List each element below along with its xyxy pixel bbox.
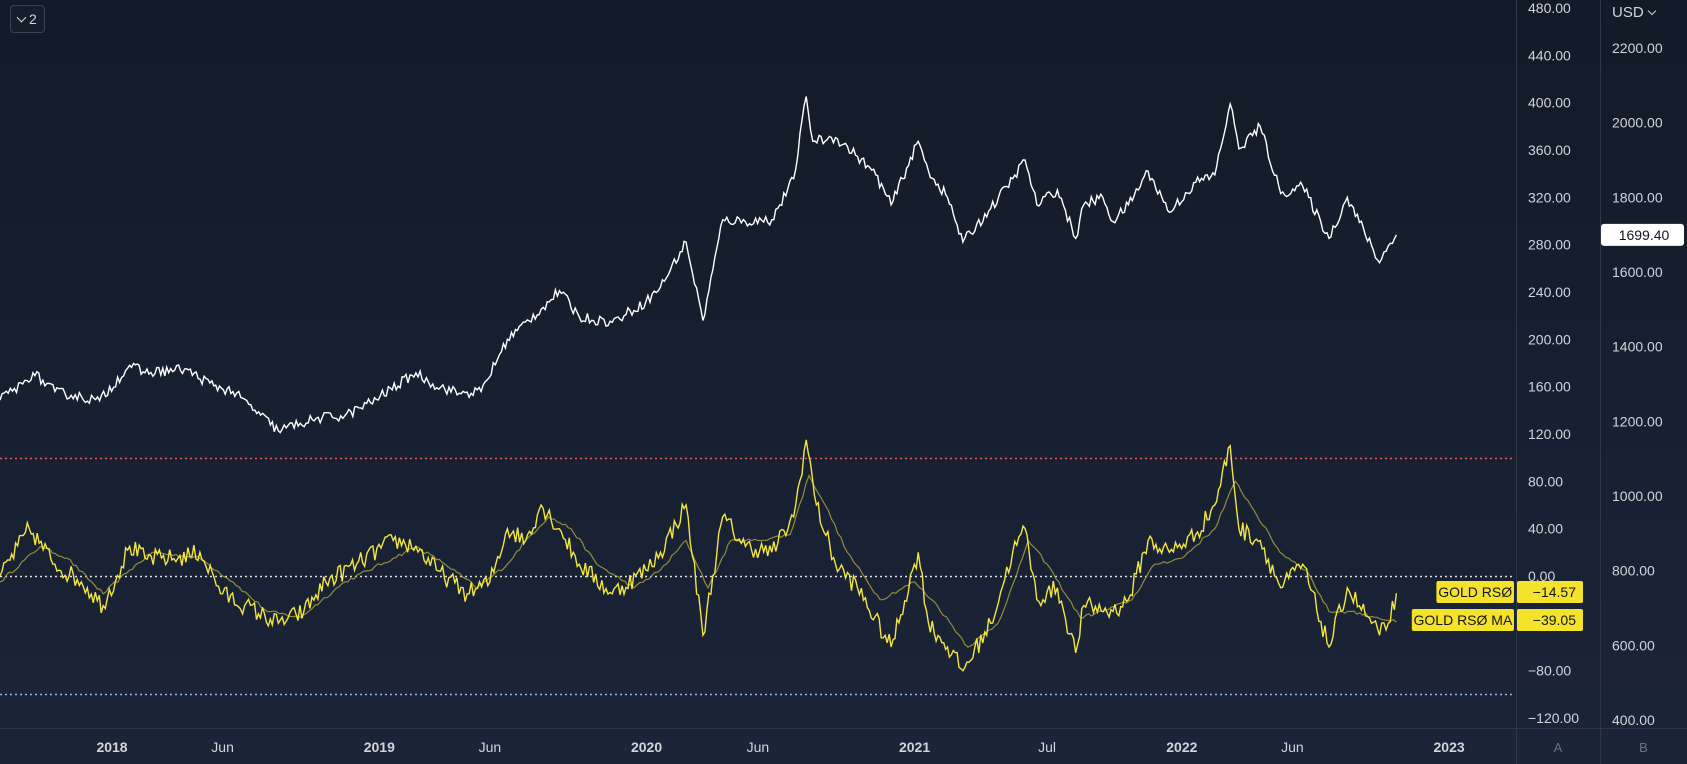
axis-b-tick-label: 1000.00 [1612,488,1663,504]
legend-count: 2 [29,11,37,27]
x-tick-label: 2021 [899,739,930,755]
rsi-ma-line [0,473,1397,648]
x-tick-label: Jun [479,739,502,755]
currency-label: USD [1612,4,1644,21]
rsi-line [0,439,1398,672]
rsi-value-label: −14.57 [1533,584,1576,600]
price-line [0,96,1398,434]
axis-a-tick-label: 80.00 [1528,473,1563,489]
axis-b-tick-label: 400.00 [1612,712,1655,728]
axis-b-tick-label: 1200.00 [1612,413,1663,429]
x-tick-label: 2020 [631,739,662,755]
rsi-ma-value-label: −39.05 [1533,612,1576,628]
axis-b-tick-label: 800.00 [1612,563,1655,579]
axis-b-tick-label: 1400.00 [1612,339,1663,355]
axis-a-tick-label: −80.00 [1528,663,1571,679]
axis-a-tick-label: 200.00 [1528,331,1571,347]
axis-a-tick-label: 160.00 [1528,379,1571,395]
axis-a-tick-label: 320.00 [1528,189,1571,205]
x-tick-label: 2023 [1434,739,1465,755]
axis-b-pane-label: B [1639,740,1648,755]
x-tick-label: 2018 [96,739,127,755]
x-tick-label: 2022 [1166,739,1197,755]
last-price-value: 1699.40 [1619,227,1670,243]
axis-a-tick-label: −120.00 [1528,710,1579,726]
currency-selector[interactable]: USD [1612,4,1656,21]
rsi-ma-value-badge [1517,609,1583,631]
x-tick-label: Jun [211,739,234,755]
axis-a-tick-label: 360.00 [1528,142,1571,158]
x-tick-label: Jun [747,739,770,755]
chevron-down-icon [16,12,27,22]
axis-a-tick-label: 120.00 [1528,426,1571,442]
legend-toggle-button[interactable]: 2 [10,5,45,33]
axis-b-tick-label: 600.00 [1612,637,1655,653]
axis-a-tick-label: 0.00 [1528,568,1555,584]
axis-a-tick-label: 240.00 [1528,284,1571,300]
last-price-badge [1601,223,1684,246]
rsi-ma-name-label: GOLD RSØ MA [1414,612,1513,628]
axis-a-tick-label: 40.00 [1528,521,1563,537]
rsi-name-badge [1436,581,1514,603]
rsi-ma-name-badge [1411,609,1514,631]
chevron-down-icon [1647,6,1656,15]
rsi-name-label: GOLD RSØ [1438,584,1512,600]
x-tick-label: Jul [1038,739,1056,755]
axis-b-tick-label: 1600.00 [1612,264,1663,280]
axis-a-tick-label: 280.00 [1528,237,1571,253]
axis-b-tick-label: 1800.00 [1612,189,1663,205]
axis-a-tick-label: 400.00 [1528,95,1571,111]
axis-a-tick-label: 440.00 [1528,47,1571,63]
axis-b-tick-label: 2000.00 [1612,115,1663,131]
x-tick-label: 2019 [364,739,395,755]
x-tick-label: Jun [1281,739,1304,755]
rsi-value-badge [1517,581,1583,603]
axis-a-tick-label: 480.00 [1528,0,1571,16]
axis-a-pane-label: A [1554,740,1563,755]
axis-b-tick-label: 2200.00 [1612,40,1663,56]
